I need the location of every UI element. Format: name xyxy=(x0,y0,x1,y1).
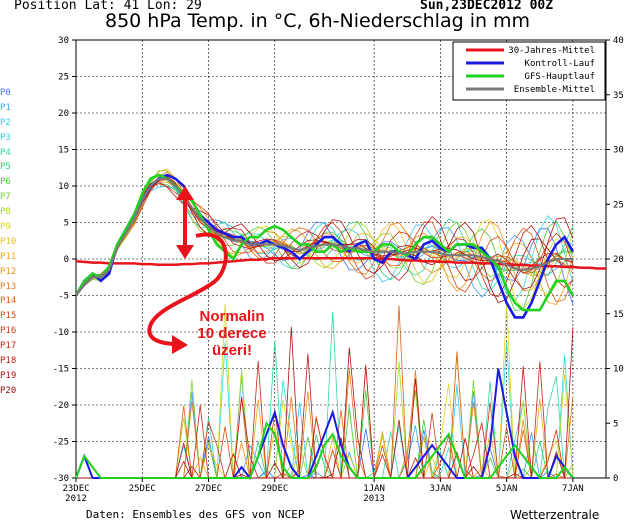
ensemble-member-label: P10 xyxy=(0,236,17,247)
y2-tick-label: 25 xyxy=(613,200,624,210)
x-tick-label: 29DEC xyxy=(261,484,288,494)
ensemble-precip-line xyxy=(76,376,573,479)
ensemble-member-label: P2 xyxy=(0,117,11,128)
y-tick-label: 10 xyxy=(58,182,69,192)
x-tick-label: 7JAN xyxy=(562,484,584,494)
ensemble-member-label: P1 xyxy=(0,102,11,113)
y-tick-label: 0 xyxy=(64,255,69,265)
ensemble-member-label: P5 xyxy=(0,162,11,173)
ensemble-member-label: P15 xyxy=(0,311,17,322)
chart-title: 850 hPa Temp. in °C, 6h-Niederschlag in … xyxy=(105,10,531,32)
legend-label: 30-Jahres-Mittel xyxy=(508,46,595,56)
y2-tick-label: 15 xyxy=(613,310,624,320)
x-tick-label: 1JAN xyxy=(363,484,385,494)
series-line xyxy=(75,257,606,270)
ensemble-member-label: P6 xyxy=(0,177,11,188)
ensemble-member-label: P16 xyxy=(0,326,17,337)
ensemble-member-label: P14 xyxy=(0,296,17,307)
precip-lines xyxy=(75,368,574,481)
series-line xyxy=(75,177,573,297)
ensemble-member-label: P18 xyxy=(0,356,17,367)
ensemble-member-label: P13 xyxy=(0,281,17,292)
ensemble-member-label: P19 xyxy=(0,370,17,381)
ensemble-member-label: P11 xyxy=(0,251,17,262)
annotation-arrows xyxy=(147,186,228,354)
y2-tick-label: 30 xyxy=(613,146,624,156)
y2-tick-label: 20 xyxy=(613,255,624,265)
y-axis-right: 40 35 30 25 20 15 10 5 0 xyxy=(606,36,624,484)
x-tick-label: 25DEC xyxy=(129,484,156,494)
y-tick-label: 25 xyxy=(58,73,69,83)
y2-tick-label: 35 xyxy=(613,91,624,101)
x-tick-label: 5JAN xyxy=(496,484,518,494)
ensemble-member-label: P20 xyxy=(0,385,17,396)
precip-line xyxy=(75,421,574,479)
ensemble-member-label: P0 xyxy=(0,88,11,98)
annotation-line-1: Normalin xyxy=(199,308,265,325)
arrow-head-down xyxy=(176,245,194,259)
y2-tick-label: 10 xyxy=(613,365,624,375)
x-tick-year: 2012 xyxy=(65,494,87,504)
arrow-head-up xyxy=(176,186,194,200)
legend-label: Kontroll-Lauf xyxy=(525,59,595,69)
ensemble-member-label: P7 xyxy=(0,192,11,203)
legend: 30-Jahres-Mittel Kontroll-Lauf GFS-Hauptla… xyxy=(452,41,606,101)
ensemble-member-list: P0 P1 P2 P3 P4 P5 P6 P7 P8 P9 P10 P11 P12 P13 P14 P15 P1… xyxy=(0,86,16,399)
legend-label: GFS-Hauptlauf xyxy=(525,72,595,82)
x-tick-label: 27DEC xyxy=(195,484,222,494)
y-tick-label: -25 xyxy=(53,438,69,448)
annotation-text: Normalin 10 derece üzeri! xyxy=(188,308,276,359)
y-tick-label: -15 xyxy=(53,365,69,375)
precip-line xyxy=(75,368,574,481)
curved-arrow xyxy=(147,232,228,346)
ensemble-precip-line xyxy=(76,379,574,479)
ensemble-line xyxy=(75,183,574,296)
y-tick-label: 15 xyxy=(58,146,69,156)
ensemble-precip-line xyxy=(76,341,574,479)
y-tick-label: 30 xyxy=(58,36,69,46)
y2-tick-label: 0 xyxy=(613,474,618,484)
data-source: Daten: Ensembles des GFS von NCEP xyxy=(86,508,305,521)
ensemble-precip-line xyxy=(76,361,573,479)
annotation-line-2: 10 derece xyxy=(197,325,267,342)
y-tick-label: -30 xyxy=(53,474,69,484)
ensemble-member-label: P9 xyxy=(0,222,11,233)
y-axis-left: 30 25 20 15 10 5 0 -5 -10 -15 -20 -25 -30 xyxy=(53,36,76,484)
x-tick-label: 3JAN xyxy=(430,484,452,494)
curved-arrow-head xyxy=(172,335,188,354)
annotation-line-3: üzeri! xyxy=(211,342,252,359)
y-tick-label: -5 xyxy=(58,292,69,302)
y-tick-label: 5 xyxy=(64,219,69,229)
ensemble-precip-line xyxy=(76,369,574,479)
x-tick-label: 23DEC xyxy=(62,484,89,494)
y2-tick-label: 5 xyxy=(613,419,618,429)
ensemble-member-label: P8 xyxy=(0,207,11,218)
y-tick-label: -10 xyxy=(53,328,69,338)
ensemble-member-label: P3 xyxy=(0,132,11,143)
ensemble-precip-line xyxy=(76,364,573,479)
y-tick-label: 20 xyxy=(58,109,69,119)
ensemble-member-label: P4 xyxy=(0,147,11,158)
main-series xyxy=(74,173,606,319)
x-tick-year: 2013 xyxy=(363,494,385,504)
run-date: Sun,23DEC2012 00Z xyxy=(420,0,554,13)
y-tick-label: -20 xyxy=(53,401,69,411)
brand: Wetterzentrale xyxy=(510,508,600,522)
position-label: Position Lat: 41 Lon: 29 xyxy=(14,0,202,13)
legend-label: Ensemble-Mittel xyxy=(514,85,595,95)
ensemble-member-label: P12 xyxy=(0,266,17,277)
y2-tick-label: 40 xyxy=(613,36,624,46)
ensemble-member-label: P17 xyxy=(0,341,17,352)
